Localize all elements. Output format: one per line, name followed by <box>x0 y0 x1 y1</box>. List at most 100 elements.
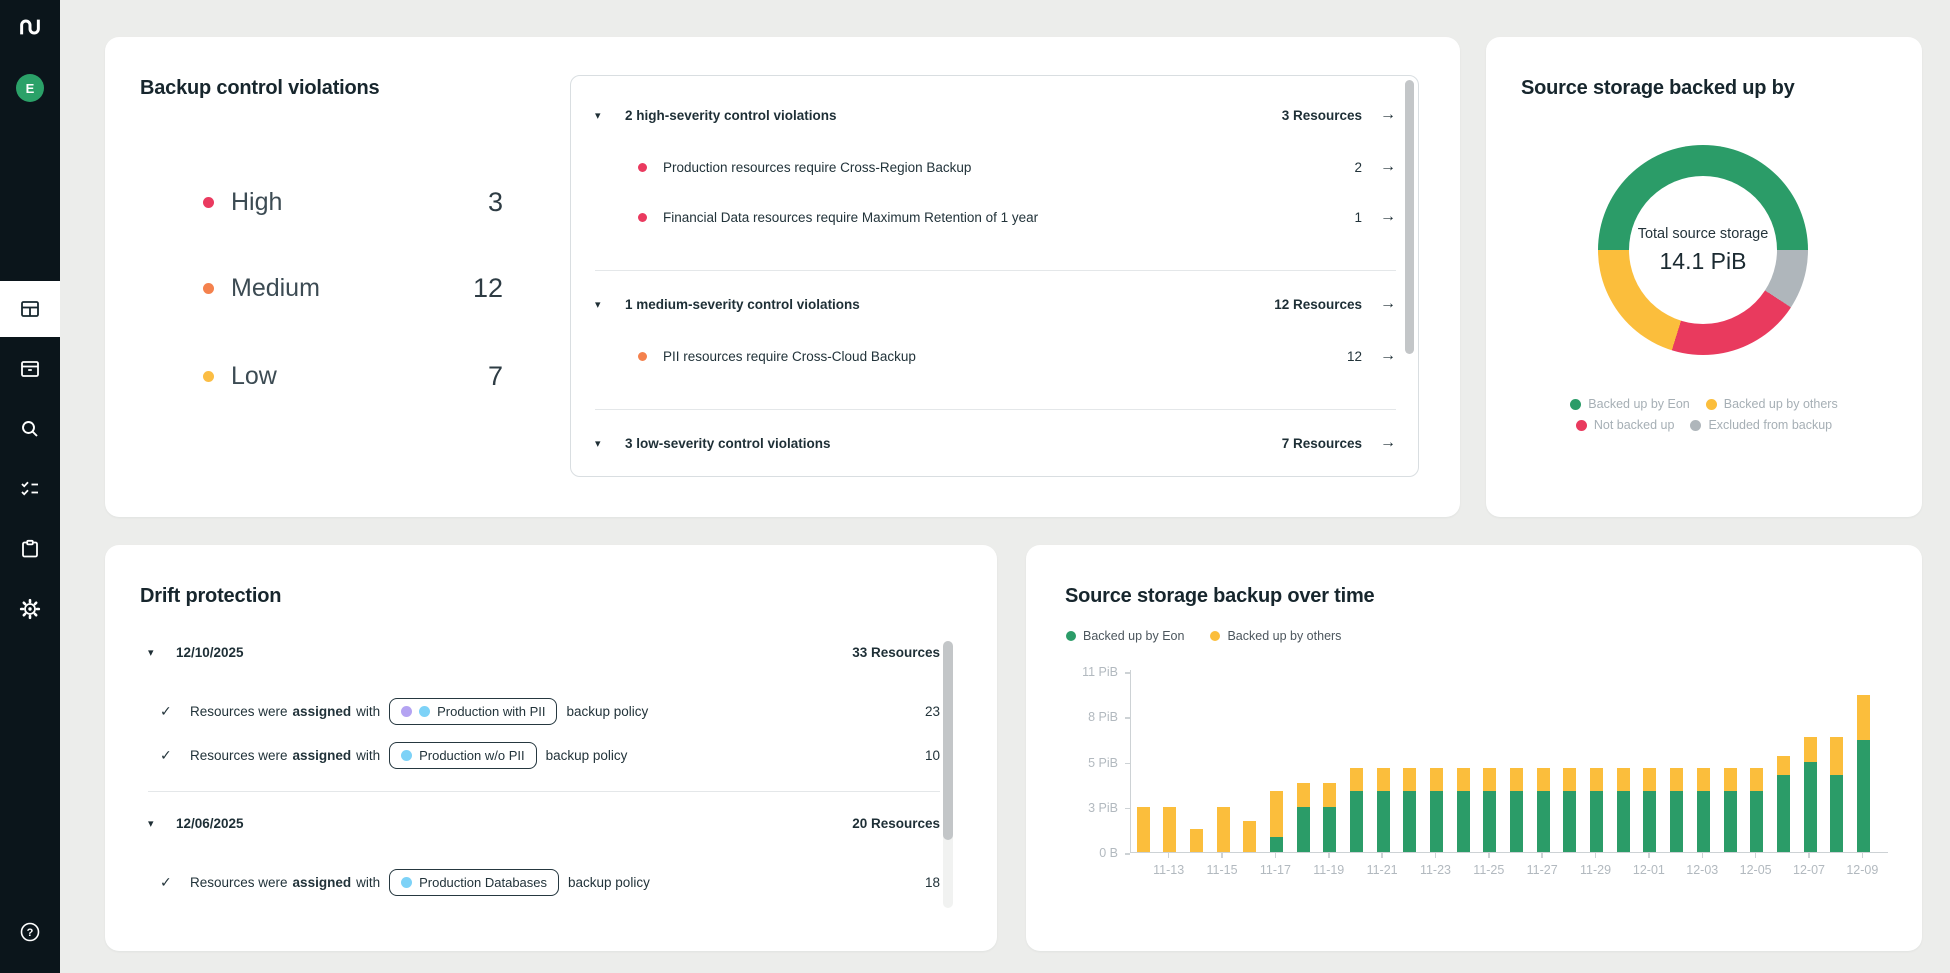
arrow-right-icon[interactable]: → <box>1380 208 1396 225</box>
bar-eon-11-25 <box>1483 790 1497 852</box>
violation-group-header[interactable]: ▾ 1 medium-severity control violations 12 … <box>595 279 1396 329</box>
arrow-right-icon[interactable]: → <box>1380 434 1396 451</box>
source-storage-backed-up-by-card: Source storage backed up by Total source… <box>1486 37 1922 517</box>
violation-item-right: 1 → <box>1354 208 1396 226</box>
card-title: Backup control violations <box>140 77 380 99</box>
bar-others-12-05 <box>1750 768 1764 791</box>
legend-label: Backed up by Eon <box>1588 397 1690 411</box>
bar-others-11-28 <box>1563 768 1577 791</box>
violation-item[interactable]: Production resources require Cross-Regio… <box>595 144 1396 190</box>
arrow-right-icon[interactable]: → <box>1380 347 1396 364</box>
backup-policy-chip[interactable]: Production with PII <box>389 697 558 725</box>
bar-others-12-09 <box>1856 695 1870 741</box>
backup-policy-chip[interactable]: Production Databases <box>389 868 560 896</box>
bar-others-11-23 <box>1430 768 1443 791</box>
legend-label: Backed up by others <box>1723 397 1838 411</box>
sidebar-item-help[interactable]: ? <box>0 904 60 960</box>
legend-dot <box>1570 398 1582 410</box>
violation-item-text: Production resources require Cross-Regio… <box>663 159 972 175</box>
sidebar-item-archive[interactable] <box>0 341 60 397</box>
bar-others-11-30 <box>1616 768 1630 791</box>
caret-down-icon[interactable]: ▾ <box>595 298 601 311</box>
x-axis-tick <box>1541 853 1543 858</box>
violation-group-header[interactable]: ▾ 2 high-severity control violations 3 Res… <box>595 90 1396 140</box>
sidebar-item-clipboard[interactable] <box>0 521 60 577</box>
bar-others-12-06 <box>1776 755 1790 776</box>
text-bold: assigned <box>292 874 352 890</box>
donut-chart: Total source storage 14.1 PiB <box>1598 145 1808 355</box>
sidebar-item-checklist[interactable] <box>0 461 60 517</box>
drift-row[interactable]: ✓ Resources were assigned with Production wi… <box>148 689 940 733</box>
drift-group-header[interactable]: ▾ 12/10/2025 33 Resources <box>148 635 940 669</box>
severity-dot <box>203 282 214 294</box>
x-axis-tick <box>1754 853 1757 858</box>
y-axis-label: 8 PiB <box>1088 710 1118 725</box>
drift-group: ▾ 12/10/2025 33 Resources ✓ Resources were as… <box>148 635 940 791</box>
arrow-right-icon[interactable]: → <box>1380 106 1396 123</box>
bar-eon-12-03 <box>1696 790 1710 852</box>
bar-eon-12-06 <box>1776 775 1790 852</box>
drift-scrollbar[interactable] <box>943 641 953 840</box>
search-icon <box>22 421 38 437</box>
violation-group-header[interactable]: ▾ 3 low-severity control violations 7 Reso… <box>595 418 1396 468</box>
x-axis-tick <box>1861 853 1864 858</box>
donut-legend: Backed up by Eon Backed up by others Not b… <box>1486 397 1922 432</box>
backup-policy-chip[interactable]: Production w/o PII <box>389 741 537 769</box>
legend-item: Backed up by others <box>1210 629 1341 643</box>
donut-legend-row: Not backed up Excluded from backup <box>1575 418 1832 432</box>
violation-item-count: 2 <box>1354 159 1362 175</box>
y-axis-tick <box>1125 672 1130 674</box>
violations-list: ▾ 2 high-severity control violations 3 Res… <box>571 76 1418 476</box>
drift-date: 12/10/2025 <box>176 644 244 660</box>
x-axis-label: 12-09 <box>1846 863 1879 877</box>
policy-color-dot <box>419 705 431 717</box>
caret-down-icon[interactable]: ▾ <box>595 109 601 122</box>
checklist-icon <box>21 481 38 496</box>
drift-row[interactable]: ✓ Resources were assigned with Production w/… <box>148 733 940 777</box>
dashboard-icon <box>21 301 39 317</box>
drift-row[interactable]: ✓ Resources were assigned with Production Da… <box>148 860 940 904</box>
violation-item[interactable]: PII resources require Cross-Cloud Backup… <box>595 333 1396 379</box>
drift-group: ▾ 12/06/2025 20 Resources ✓ Resources were as… <box>148 791 940 918</box>
violation-group-title: 2 high-severity control violations <box>625 107 837 123</box>
bar-others-11-12 <box>1136 806 1150 852</box>
resources-count: 33 Resources <box>852 644 940 660</box>
bar-eon-11-19 <box>1323 806 1337 852</box>
resources-count: 3 Resources <box>1281 107 1362 123</box>
y-axis-label: 3 PiB <box>1088 800 1118 815</box>
bar-others-12-07 <box>1803 737 1817 762</box>
caret-down-icon[interactable]: ▾ <box>148 817 154 830</box>
violation-group: ▾ 1 medium-severity control violations 12 … <box>595 270 1396 409</box>
drift-row-count: 18 <box>924 874 940 890</box>
x-axis-tick <box>1648 853 1650 858</box>
x-axis-tick <box>1434 853 1437 858</box>
sidebar-item-search[interactable] <box>0 401 60 457</box>
chip-label: Production with PII <box>437 703 546 719</box>
bar-eon-12-07 <box>1803 761 1817 852</box>
x-axis-tick <box>1808 853 1810 858</box>
avatar[interactable]: E <box>16 74 44 102</box>
arrow-right-icon[interactable]: → <box>1380 295 1396 312</box>
sidebar-item-dashboard[interactable] <box>0 281 60 337</box>
drift-group-header[interactable]: ▾ 12/06/2025 20 Resources <box>148 806 940 840</box>
sidebar-item-settings[interactable] <box>0 581 60 637</box>
violation-item[interactable]: Financial Data resources require Maximum… <box>595 194 1396 240</box>
caret-down-icon[interactable]: ▾ <box>148 646 154 659</box>
chip-label: Production w/o PII <box>419 747 525 763</box>
caret-down-icon[interactable]: ▾ <box>595 437 601 450</box>
x-axis-label: 11-17 <box>1259 863 1291 877</box>
bar-eon-11-30 <box>1616 790 1630 852</box>
x-axis-label: 12-07 <box>1793 863 1825 877</box>
violations-scrollbar[interactable] <box>1405 80 1414 354</box>
violation-item-right: 2 → <box>1354 158 1396 176</box>
bar-others-12-03 <box>1696 768 1710 791</box>
bar-others-11-29 <box>1590 768 1604 791</box>
arrow-right-icon[interactable]: → <box>1380 158 1396 175</box>
bar-others-11-25 <box>1483 768 1497 791</box>
policy-color-dot <box>401 749 413 761</box>
text: with <box>356 703 381 719</box>
eon-logo-icon <box>20 19 40 35</box>
bar-others-11-13 <box>1163 806 1177 852</box>
x-axis-label: 11-21 <box>1366 863 1398 877</box>
violation-item-count: 1 <box>1354 209 1362 225</box>
